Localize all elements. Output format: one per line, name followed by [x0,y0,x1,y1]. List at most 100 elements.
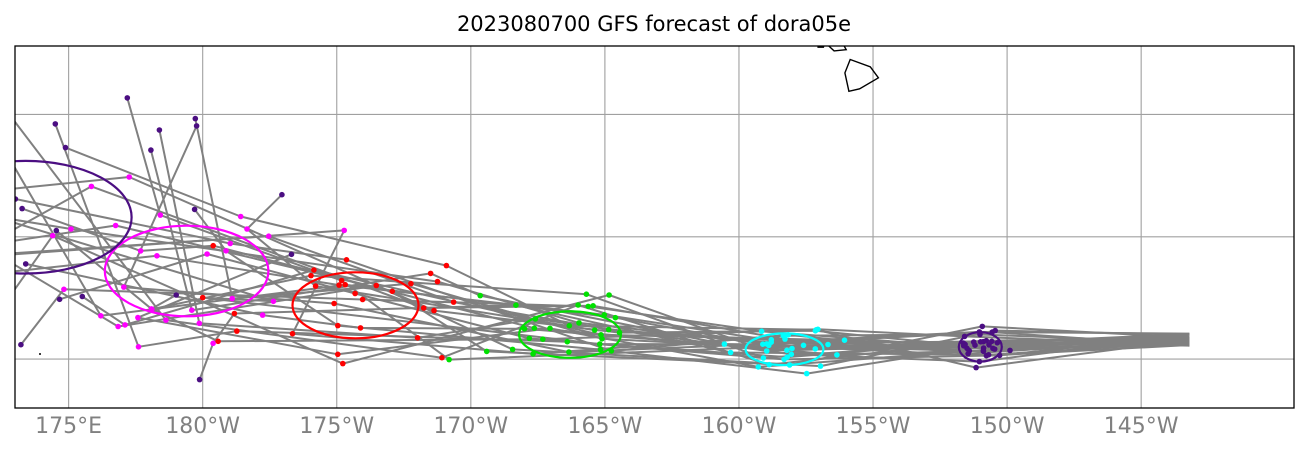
forecast-point [1007,347,1013,354]
forecast-point [126,174,132,180]
forecast-point [343,257,350,263]
forecast-point [992,327,998,334]
x-tick-label: 145°W [1104,414,1179,439]
forecast-point [834,352,840,358]
forecast-point [61,286,67,293]
forecast-point [308,272,314,279]
forecast-point [530,351,536,357]
forecast-point [62,144,69,151]
forecast-point [825,341,831,348]
forecast-point [784,347,790,354]
island-outline [811,36,827,40]
forecast-point [434,278,441,285]
forecast-point [597,346,604,353]
forecast-point [566,322,573,329]
stray-marker [39,353,41,355]
forecast-point [768,339,774,346]
forecast-point [994,340,1001,346]
forecast-point [357,325,364,331]
forecast-point [193,123,200,129]
uncertainty-ellipse [15,159,133,275]
forecast-point [331,300,337,307]
forecast-point [149,306,155,313]
forecast-point [15,196,19,202]
x-tick-label: 160°W [702,414,777,439]
forecast-point [760,355,767,361]
x-tick-label: 155°W [836,414,911,439]
forecast-point [173,292,179,298]
uncertainty-ellipse [291,271,420,340]
forecast-point [585,303,591,310]
forecast-point [983,337,990,344]
forecast-point [812,346,819,352]
forecast-point [606,292,612,298]
forecast-point [137,248,144,254]
forecast-point [341,227,348,234]
forecast-point [547,325,553,332]
forecast-point [265,233,272,239]
forecast-point [721,341,728,347]
forecast-point [980,348,987,355]
forecast-point [597,341,603,347]
forecast-point [279,191,285,198]
forecast-point [98,313,104,319]
forecast-point [135,314,141,321]
uncertainty-ellipses [15,159,1003,367]
forecast-point [342,281,349,288]
forecast-point [227,240,233,247]
forecast-point [19,205,25,212]
forecast-point [336,282,342,288]
forecast-point [439,354,445,361]
map-frame [14,45,1295,409]
forecast-point [79,293,86,300]
forecast-point [311,267,317,273]
forecast-point [598,332,604,338]
x-tick-label: 175°E [35,414,102,439]
forecast-point [335,322,341,329]
forecast-point [270,298,277,305]
uncertainty-ellipse [103,224,270,318]
forecast-point [977,339,984,345]
forecast-point [789,345,795,352]
forecast-point [231,310,238,317]
forecast-point [121,284,127,290]
forecast-point [420,305,427,311]
forecast-point [112,222,119,229]
forecast-point [359,296,366,303]
forecast-point [727,349,734,356]
forecast-point [450,299,457,305]
forecast-point [591,327,598,333]
forecast-point [237,213,244,220]
forecast-point [122,322,128,328]
forecast-point [196,376,203,383]
forecast-point [431,307,437,314]
forecast-point [56,296,63,303]
forecast-point [576,320,582,326]
forecast-point [196,320,203,327]
forecast-point [148,147,154,153]
x-tick-label: 170°W [433,414,508,439]
forecast-point [210,340,216,347]
forecast-point [157,212,164,218]
forecast-point [513,302,519,309]
island-outline [732,14,737,20]
forecast-point [389,288,396,295]
forecast-point [841,337,848,344]
forecast-point [414,335,421,341]
forecast-point [191,206,198,213]
hawaii-coastline [732,14,880,93]
forecast-point [192,115,199,122]
forecast-point [156,127,163,133]
forecast-point [373,282,380,289]
x-tick-label: 150°W [970,414,1045,439]
x-tick-label: 180°W [165,414,240,439]
forecast-point [335,351,341,358]
x-tick-label: 165°W [568,414,643,439]
uncertainty-ellipse [957,331,1003,363]
forecast-point [521,326,528,332]
forecast-point [204,251,210,257]
forecast-point [800,342,807,349]
forecast-point [312,283,319,289]
forecast-point [124,95,131,101]
